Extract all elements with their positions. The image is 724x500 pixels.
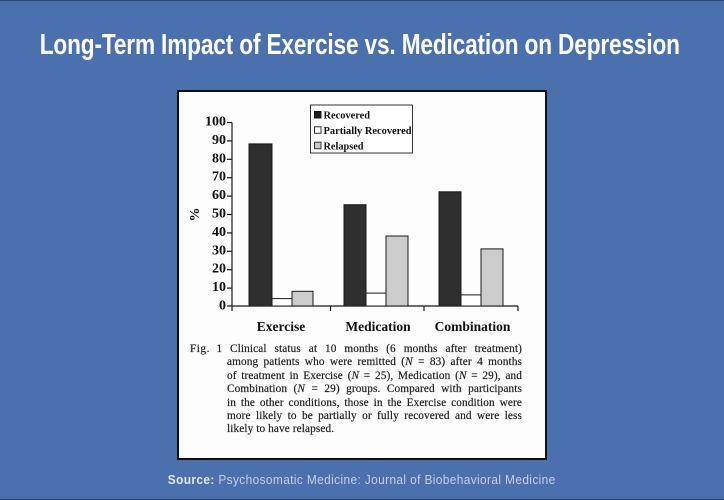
svg-text:100: 100	[205, 115, 226, 130]
svg-text:20: 20	[212, 262, 226, 277]
svg-text:40: 40	[212, 225, 226, 240]
svg-text:10: 10	[212, 280, 226, 295]
svg-text:50: 50	[212, 207, 226, 222]
svg-text:Exercise: Exercise	[257, 319, 305, 334]
svg-text:Relapsed: Relapsed	[324, 141, 364, 152]
svg-text:80: 80	[212, 151, 226, 166]
svg-text:30: 30	[212, 243, 226, 258]
svg-text:Recovered: Recovered	[324, 111, 371, 122]
svg-text:70: 70	[212, 170, 226, 185]
svg-text:60: 60	[212, 188, 226, 203]
svg-text:Partially Recovered: Partially Recovered	[324, 126, 412, 137]
svg-text:Medication: Medication	[345, 319, 411, 334]
svg-text:90: 90	[212, 133, 226, 148]
svg-text:%: %	[188, 208, 203, 222]
svg-text:Combination: Combination	[435, 319, 511, 334]
svg-text:0: 0	[219, 299, 226, 314]
